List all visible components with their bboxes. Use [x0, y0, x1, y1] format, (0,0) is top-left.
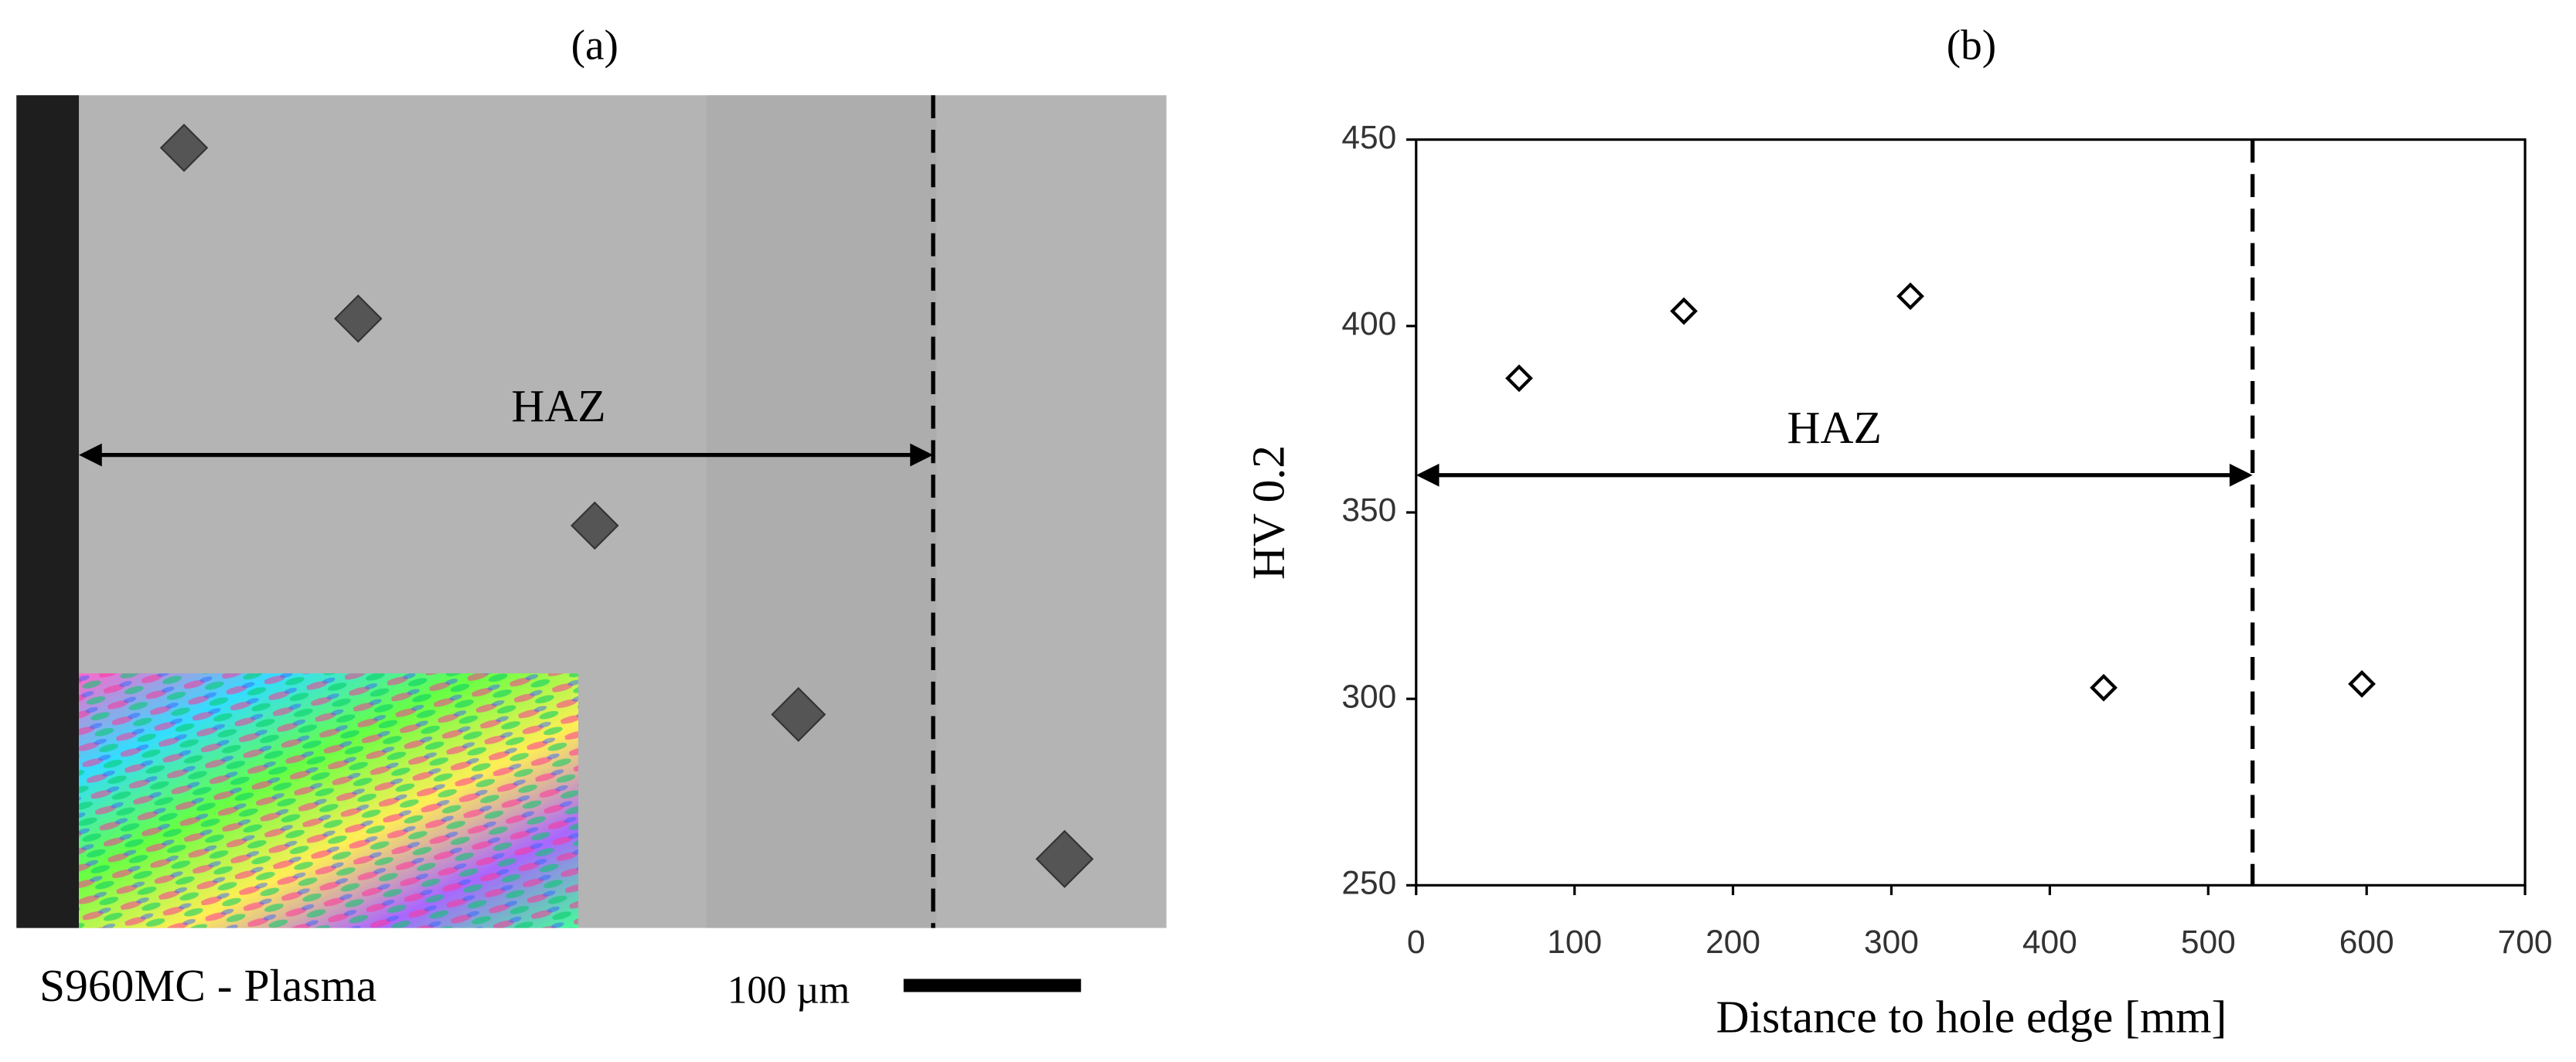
y-axis-label: HV 0.2: [1243, 445, 1294, 580]
x-tick-label: 300: [1864, 924, 1919, 961]
panel-label: (a): [571, 21, 618, 68]
indents: [159, 123, 1094, 888]
x-tick-label: 500: [2181, 924, 2236, 961]
y-tick-label: 350: [1341, 492, 1396, 529]
x-tick-label: 100: [1547, 924, 1602, 961]
plot-frame: [1415, 138, 2527, 887]
y-tick-label: 400: [1341, 306, 1396, 342]
data-point: [2348, 669, 2376, 698]
data-point: [2090, 673, 2118, 702]
y-tick-label: 250: [1341, 866, 1396, 902]
haz-texture: [706, 95, 937, 928]
y-tick-label: 450: [1341, 120, 1396, 156]
caption: S960MC - Plasma: [39, 960, 377, 1011]
scale-label: 100 µm: [727, 968, 850, 1012]
x-tick-label: 600: [2339, 924, 2394, 961]
haz-label: HAZ: [511, 380, 605, 431]
data-point: [1896, 282, 1924, 311]
scale-bar: [903, 979, 1082, 992]
x-tick-label: 200: [1705, 924, 1760, 961]
x-tick-label: 700: [2498, 924, 2553, 961]
data-point: [1670, 297, 1698, 325]
data-point: [1505, 364, 1533, 393]
x-axis-label: Distance to hole edge [mm]: [1716, 991, 2227, 1042]
edge: [16, 95, 80, 928]
haz-label: HAZ: [1787, 402, 1882, 453]
ebsd-grains: [79, 673, 579, 928]
panel-label: (b): [1947, 21, 1996, 68]
x-tick-label: 400: [2022, 924, 2077, 961]
y-tick-label: 300: [1341, 679, 1396, 715]
x-tick-label: 0: [1407, 924, 1426, 961]
